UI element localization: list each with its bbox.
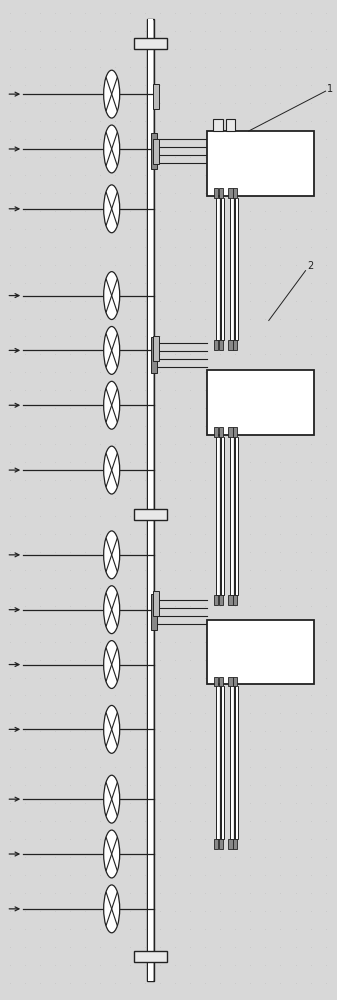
Bar [221, 198, 224, 340]
Circle shape [104, 830, 120, 878]
Circle shape [104, 326, 120, 374]
Bar [216, 437, 220, 595]
Bar [148, 19, 153, 981]
Circle shape [104, 885, 120, 933]
Circle shape [104, 586, 120, 634]
Bar [233, 677, 237, 686]
Bar [219, 340, 223, 350]
Bar [151, 594, 157, 630]
Bar [217, 686, 219, 839]
Bar [153, 336, 159, 361]
Bar [216, 686, 220, 839]
Bar [221, 437, 224, 595]
Bar [222, 437, 224, 595]
Bar [221, 686, 224, 839]
Bar [222, 686, 224, 839]
Bar [219, 188, 223, 198]
Bar [233, 188, 237, 198]
Bar [219, 595, 223, 605]
Circle shape [104, 775, 120, 823]
Bar [228, 677, 233, 686]
Bar [214, 677, 218, 686]
Bar [236, 686, 238, 839]
Bar [214, 340, 218, 350]
Bar [217, 437, 219, 595]
Bar [231, 198, 233, 340]
Circle shape [104, 641, 120, 688]
Bar [134, 951, 167, 962]
Bar [217, 198, 219, 340]
Bar [230, 686, 234, 839]
Bar [214, 595, 218, 605]
Bar [231, 686, 233, 839]
Bar [233, 427, 237, 437]
Bar [226, 119, 235, 131]
Bar [233, 839, 237, 849]
Bar [207, 370, 314, 435]
Bar [134, 509, 167, 520]
Bar [230, 437, 234, 595]
Bar [228, 839, 233, 849]
Bar [207, 620, 314, 684]
Bar [228, 595, 233, 605]
Bar [219, 839, 223, 849]
Bar [153, 84, 159, 109]
Circle shape [104, 272, 120, 320]
Bar [214, 188, 218, 198]
Bar [207, 131, 314, 196]
Bar [213, 119, 223, 131]
Bar [147, 19, 154, 981]
Bar [153, 139, 159, 164]
Bar [235, 198, 238, 340]
Circle shape [104, 125, 120, 173]
Circle shape [104, 185, 120, 233]
Bar [235, 437, 238, 595]
Bar [236, 437, 238, 595]
Bar [235, 686, 238, 839]
Bar [214, 839, 218, 849]
Bar [236, 198, 238, 340]
Bar [134, 38, 167, 49]
Bar [231, 437, 233, 595]
Bar [228, 427, 233, 437]
Circle shape [104, 705, 120, 753]
Bar [222, 198, 224, 340]
Circle shape [104, 381, 120, 429]
Circle shape [104, 446, 120, 494]
Text: 1: 1 [327, 84, 333, 94]
Bar [233, 595, 237, 605]
Bar [219, 677, 223, 686]
Bar [151, 337, 157, 373]
Bar [151, 133, 157, 169]
Bar [228, 188, 233, 198]
Bar [230, 198, 234, 340]
Bar [228, 340, 233, 350]
Bar [216, 198, 220, 340]
Bar [153, 591, 159, 616]
Bar [219, 427, 223, 437]
Bar [233, 340, 237, 350]
Circle shape [104, 70, 120, 118]
Bar [214, 427, 218, 437]
Text: 2: 2 [307, 261, 313, 271]
Circle shape [104, 531, 120, 579]
